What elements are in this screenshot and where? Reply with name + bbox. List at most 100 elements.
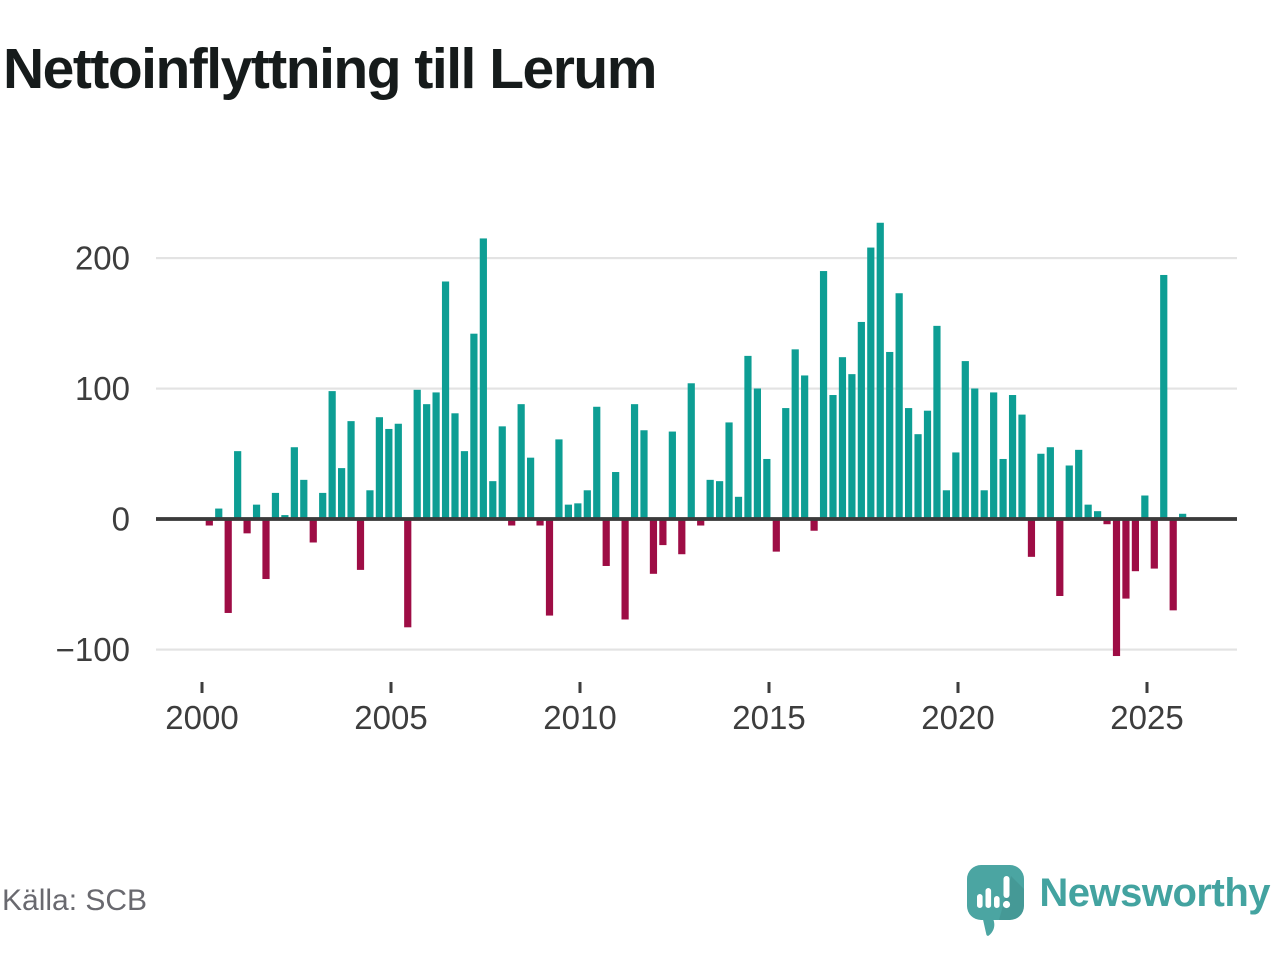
bar-negative — [545, 519, 554, 616]
bar-positive — [980, 490, 988, 519]
bar-positive — [687, 383, 695, 519]
x-axis-label: 2020 — [921, 699, 994, 736]
bar-positive — [215, 508, 223, 519]
bar-positive — [725, 422, 733, 519]
bar-negative — [1056, 519, 1064, 596]
bar-positive — [1141, 495, 1149, 519]
bar-negative — [649, 519, 658, 574]
mini-bar-3 — [994, 896, 1000, 908]
bar-positive — [252, 504, 261, 519]
bar-positive — [375, 417, 383, 519]
bar-positive — [716, 481, 724, 519]
bar-positive — [564, 504, 572, 519]
bar-positive — [886, 351, 894, 519]
bar-positive — [923, 410, 932, 519]
bar-negative — [602, 519, 610, 566]
bar-negative — [659, 519, 667, 546]
bar-negative — [309, 519, 317, 543]
bar-positive — [933, 325, 941, 519]
y-axis-label: 0 — [112, 501, 130, 538]
bar-negative — [224, 519, 232, 613]
bar-positive — [470, 333, 478, 519]
bar-positive — [999, 458, 1007, 519]
bar-positive — [971, 388, 979, 519]
bar-positive — [1046, 447, 1054, 519]
bar-negative — [404, 519, 412, 628]
bar-negative — [1150, 519, 1158, 569]
bar-positive — [1065, 465, 1073, 519]
x-axis-label: 2005 — [354, 699, 427, 736]
bar-positive — [593, 406, 601, 519]
bar-negative — [1027, 519, 1036, 557]
bar-positive — [517, 404, 525, 519]
bar-positive — [498, 426, 506, 520]
mini-bar-1 — [977, 894, 983, 908]
bar-positive — [281, 515, 289, 520]
bar-positive — [489, 481, 497, 519]
bar-positive — [300, 479, 308, 519]
bar-positive — [1018, 414, 1026, 519]
bar-positive — [838, 357, 847, 519]
bar-positive — [706, 479, 714, 519]
bar-positive — [791, 349, 799, 519]
bar-negative — [1112, 519, 1121, 657]
zero-line — [156, 517, 1237, 521]
bar-positive — [574, 503, 582, 519]
bar-negative — [536, 519, 544, 526]
bar-positive — [914, 434, 922, 520]
bar-positive — [451, 413, 459, 519]
bar-positive — [668, 431, 676, 519]
bar-positive — [952, 452, 960, 519]
bar-positive — [990, 392, 998, 519]
y-axis-label: 200 — [75, 240, 130, 277]
bar-positive — [857, 321, 865, 519]
bar-positive — [290, 447, 298, 519]
bar-positive — [801, 375, 809, 519]
bar-positive — [819, 271, 828, 519]
bar-positive — [876, 222, 884, 519]
bar-positive — [905, 408, 913, 519]
brand-name: Newsworthy — [1039, 871, 1270, 915]
bar-positive — [753, 388, 761, 519]
bar-positive — [1094, 511, 1102, 519]
bar-positive — [460, 451, 469, 519]
bar-negative — [1122, 519, 1130, 599]
bar-positive — [338, 468, 346, 519]
bar-positive — [1075, 449, 1083, 519]
bar-positive — [441, 281, 450, 519]
bar-positive — [366, 490, 374, 519]
bar-positive — [829, 395, 837, 519]
bar-positive — [1008, 395, 1017, 519]
chart-title: Nettoinflyttning till Lerum — [3, 37, 657, 101]
bar-negative — [262, 519, 270, 580]
x-tick-mark — [389, 682, 393, 693]
bar-positive — [527, 457, 535, 519]
bar-positive — [630, 404, 639, 519]
x-axis-label: 2000 — [165, 699, 238, 736]
bar-positive — [555, 439, 563, 519]
bar-positive — [867, 247, 875, 519]
bar-positive — [1084, 504, 1092, 519]
bar-positive — [347, 421, 355, 520]
bar-positive — [432, 392, 440, 519]
newsworthy-logo-icon — [967, 865, 1025, 936]
bar-positive — [1160, 274, 1168, 519]
bar-positive — [394, 423, 402, 520]
x-axis-label: 2015 — [732, 699, 805, 736]
exclamation-dot — [1003, 900, 1011, 909]
bar-positive — [1179, 513, 1187, 519]
bar-positive — [271, 492, 280, 519]
bar-negative — [1131, 519, 1139, 572]
x-tick-mark — [956, 682, 960, 693]
bar-positive — [234, 451, 242, 519]
bar-negative — [678, 519, 686, 555]
x-tick-mark — [1145, 682, 1149, 693]
exclamation-bar — [1003, 876, 1010, 898]
bar-positive — [612, 472, 620, 519]
bar-positive — [423, 404, 431, 519]
gridline — [156, 648, 1237, 651]
bar-positive — [744, 355, 752, 520]
bar-positive — [942, 490, 950, 519]
